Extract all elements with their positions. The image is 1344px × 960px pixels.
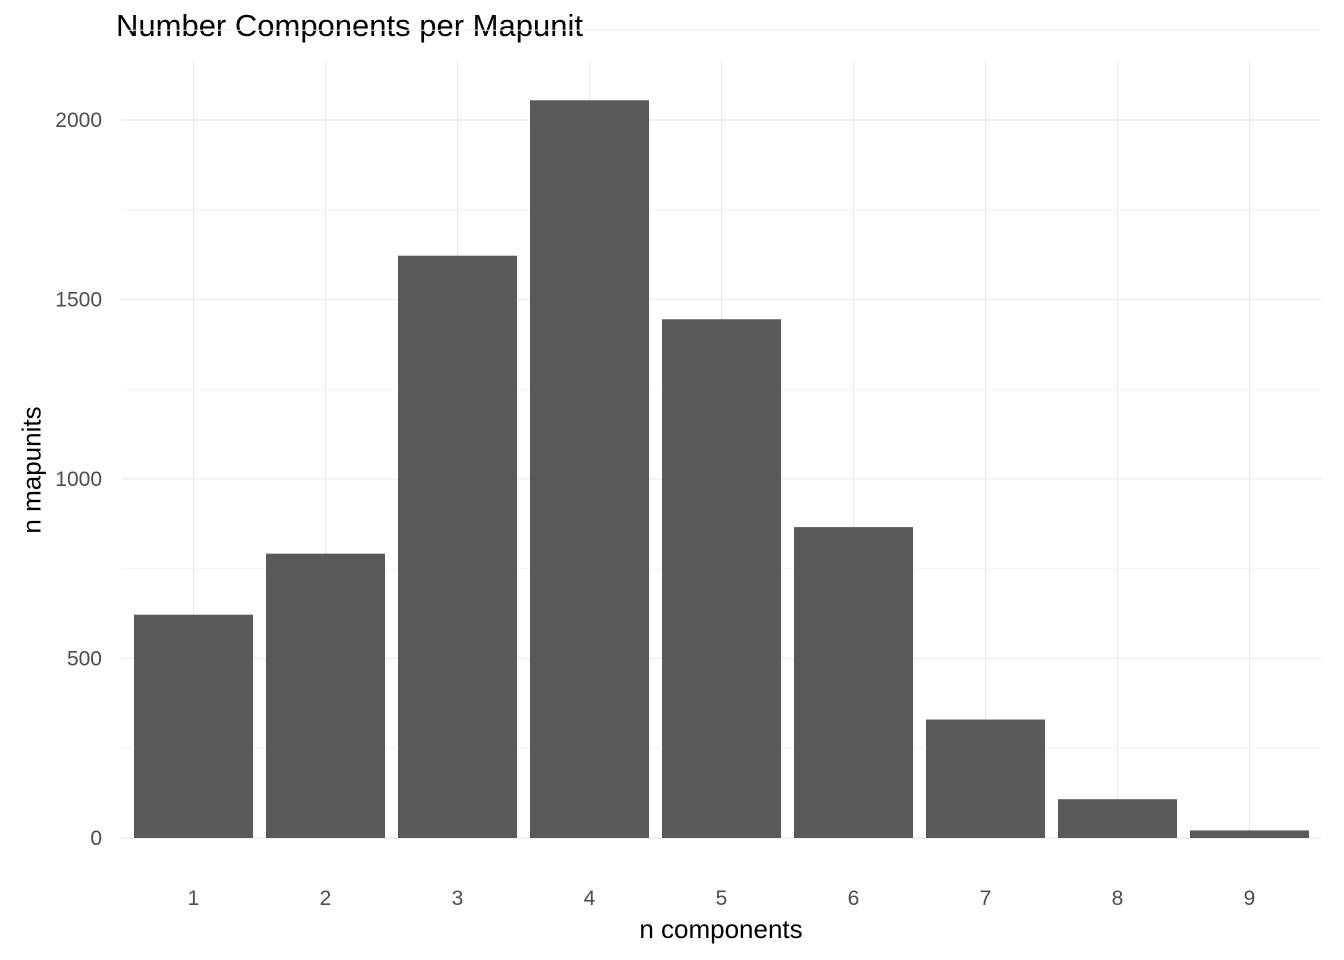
bar-6	[794, 527, 913, 838]
bars	[134, 100, 1309, 838]
x-tick-label: 3	[452, 887, 464, 910]
x-tick-label: 6	[848, 887, 860, 910]
x-tick-label: 1	[188, 887, 200, 910]
y-axis-label: n mapunits	[16, 406, 47, 534]
x-axis-ticks: 1 2 3 4 5 6 7 8 9	[188, 887, 1256, 910]
chart-title: Number Components per Mapunit	[116, 8, 583, 43]
x-axis-label: n components	[639, 914, 803, 944]
y-tick-label: 1500	[55, 289, 102, 312]
y-tick-label: 500	[67, 648, 102, 671]
x-tick-label: 9	[1244, 887, 1256, 910]
x-tick-label: 5	[716, 887, 728, 910]
x-tick-label: 4	[584, 887, 596, 910]
y-axis-ticks: 0 500 1000 1500 2000	[55, 109, 102, 850]
bar-5	[662, 319, 781, 838]
bar-9	[1190, 830, 1309, 838]
y-tick-label: 1000	[55, 468, 102, 491]
x-tick-label: 2	[320, 887, 332, 910]
bar-2	[266, 553, 385, 838]
bar-7	[926, 719, 1045, 838]
bar-8	[1058, 799, 1177, 838]
x-tick-label: 8	[1112, 887, 1124, 910]
bar-1	[134, 614, 253, 838]
x-tick-label: 7	[980, 887, 992, 910]
bar-4	[530, 100, 649, 838]
y-tick-label: 0	[90, 827, 102, 850]
bar-3	[398, 255, 517, 838]
y-tick-label: 2000	[55, 109, 102, 132]
